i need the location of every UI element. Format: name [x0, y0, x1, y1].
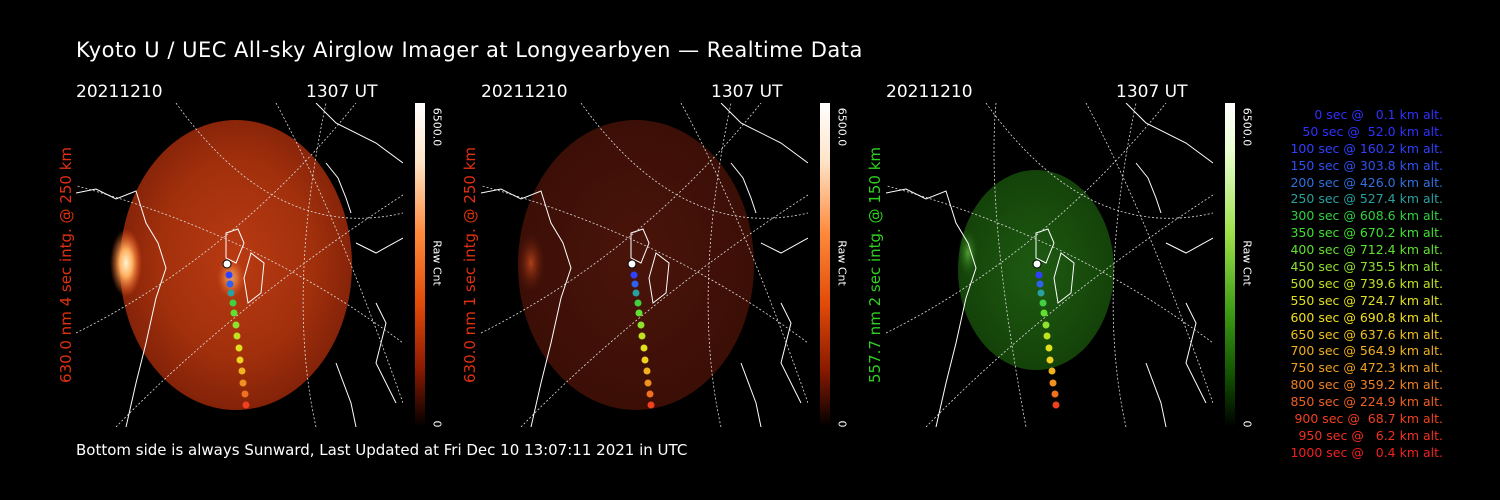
panel-1-time: 1307 UT [306, 82, 378, 102]
panel-1-colorbar-max: 6500.0 [430, 107, 444, 147]
panel-3-trajectory [1032, 259, 1060, 409]
legend-row: 900 sec @ 68.7 km alt. [1294, 411, 1443, 427]
legend-row: 700 sec @ 564.9 km alt. [1290, 343, 1443, 359]
legend-row: 750 sec @ 472.3 km alt. [1290, 360, 1443, 376]
panel-3-grid [886, 103, 1213, 427]
panel-3-date: 20211210 [886, 82, 973, 102]
legend-row: 50 sec @ 52.0 km alt. [1298, 123, 1443, 139]
legend-row: 350 sec @ 670.2 km alt. [1290, 225, 1443, 241]
panel-3-colorbar [1225, 103, 1235, 427]
panel-1-trajectory [222, 259, 250, 409]
legend-row: 200 sec @ 426.0 km alt. [1290, 174, 1443, 190]
legend-row: 950 sec @ 6.2 km alt. [1298, 427, 1443, 443]
panel-1-wavelength-label: 630.0 nm 4 sec intg. @ 250 km [57, 146, 75, 384]
footer-status: Bottom side is always Sunward, Last Upda… [76, 441, 688, 459]
panel-1-map [76, 103, 403, 427]
legend-row: 250 sec @ 527.4 km alt. [1290, 191, 1443, 207]
panel-3-allsky-image [886, 103, 1213, 427]
panel-1-coastlines [76, 103, 403, 427]
panel-1-colorbar [415, 103, 425, 427]
panel-1-allsky-image [76, 103, 403, 427]
panel-2-allsky-image [481, 103, 808, 427]
page-title: Kyoto U / UEC All-sky Airglow Imager at … [76, 38, 863, 62]
panel-3-aurora-spot [958, 229, 978, 277]
legend-row: 500 sec @ 739.6 km alt. [1290, 275, 1443, 291]
panel-3-wavelength-label: 557.7 nm 2 sec intg. @ 150 km [866, 146, 884, 384]
legend-row: 550 sec @ 724.7 km alt. [1290, 292, 1443, 308]
panel-2-trajectory [627, 259, 655, 409]
panel-1-aurora-glow [217, 258, 245, 298]
panel-1-grid [76, 103, 403, 427]
panel-2-colorbar [820, 103, 830, 427]
panel-2-time: 1307 UT [711, 82, 783, 102]
panel-1-colorbar-unit: Raw Cnt [430, 240, 444, 286]
panel-2-colorbar-max: 6500.0 [835, 107, 849, 147]
legend-row: 1000 sec @ 0.4 km alt. [1290, 444, 1443, 460]
panel-2-colorbar-unit: Raw Cnt [835, 240, 849, 286]
legend-row: 400 sec @ 712.4 km alt. [1290, 242, 1443, 258]
panel-3-coastlines [886, 103, 1213, 427]
panel-2-wavelength-label: 630.0 nm 1 sec intg. @ 250 km [461, 146, 479, 384]
legend-row: 100 sec @ 160.2 km alt. [1290, 140, 1443, 156]
panel-2-aurora-spot [517, 233, 545, 293]
legend-row: 850 sec @ 224.9 km alt. [1290, 394, 1443, 410]
legend-row: 0 sec @ 0.1 km alt. [1306, 107, 1443, 122]
legend-row: 300 sec @ 608.6 km alt. [1290, 208, 1443, 224]
panel-1-aurora-spot [110, 229, 142, 297]
trajectory-legend: 0 sec @ 0.1 km alt. 50 sec @ 52.0 km alt… [1255, 107, 1443, 462]
panel-3-colorbar-max: 6500.0 [1240, 107, 1254, 147]
panel-2-grid [481, 103, 808, 427]
panel-3-map [886, 103, 1213, 427]
panel-3-time: 1307 UT [1116, 82, 1188, 102]
panel-1-colorbar-min: 0 [430, 420, 444, 428]
panel-2-coastlines [481, 103, 808, 427]
legend-row: 150 sec @ 303.8 km alt. [1290, 157, 1443, 173]
panel-3-colorbar-unit: Raw Cnt [1240, 240, 1254, 286]
legend-row: 450 sec @ 735.5 km alt. [1290, 259, 1443, 275]
panel-3-sky-disc [958, 170, 1114, 370]
legend-row: 650 sec @ 637.6 km alt. [1290, 326, 1443, 342]
panel-1-date: 20211210 [76, 82, 163, 102]
panel-2-map [481, 103, 808, 427]
panel-3-colorbar-min: 0 [1240, 420, 1254, 428]
legend-row: 600 sec @ 690.8 km alt. [1290, 309, 1443, 325]
panel-2-date: 20211210 [481, 82, 568, 102]
panel-2-colorbar-min: 0 [835, 420, 849, 428]
legend-row: 800 sec @ 359.2 km alt. [1290, 377, 1443, 393]
